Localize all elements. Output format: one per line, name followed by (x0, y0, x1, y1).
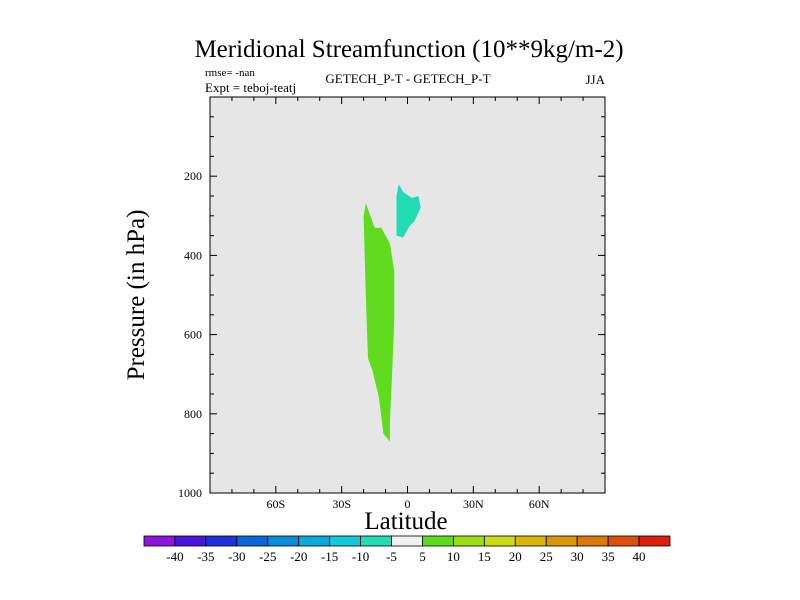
colorbar-swatch (453, 535, 485, 547)
x-tick-label: 60S (266, 497, 285, 511)
x-tick-label: 0 (405, 497, 411, 511)
expt-annotation: Expt = teboj-teatj (205, 80, 296, 95)
colorbar-label: 30 (571, 549, 584, 564)
colorbar-swatch (607, 535, 640, 547)
colorbar-swatch (514, 535, 547, 547)
y-tick-label: 800 (184, 407, 202, 421)
x-tick-label: 30N (463, 497, 484, 511)
negative-cell-region (396, 184, 421, 238)
positive-cell-region (363, 203, 395, 442)
x-axis-label: Latitude (364, 508, 447, 535)
colorbar-label: 5 (419, 549, 426, 564)
colorbar-label: -25 (259, 549, 276, 564)
x-tick-label: 30S (332, 497, 351, 511)
colorbar-label: -20 (290, 549, 307, 564)
colorbar-label: 25 (540, 549, 553, 564)
colorbar-swatch (143, 535, 176, 547)
colorbar-label: -35 (197, 549, 214, 564)
contour-regions (363, 184, 421, 442)
colorbar-swatch (391, 535, 423, 547)
axes: 60S 30S 0 30N 60N 200 400 600 800 1000 (178, 97, 605, 511)
y-tick-label: 400 (184, 248, 202, 262)
center-annotation: GETECH_P-T - GETECH_P-T (325, 71, 490, 86)
x-tick-label: 60N (529, 497, 550, 511)
colorbar-label: -10 (352, 549, 369, 564)
colorbar-label: 35 (602, 549, 615, 564)
colorbar-swatch (576, 535, 609, 547)
y-tick-label: 200 (184, 169, 202, 183)
colorbar-label: 10 (447, 549, 460, 564)
colorbar-swatch (236, 535, 269, 547)
plot-area (210, 97, 605, 493)
colorbar-swatch (545, 535, 578, 547)
colorbar: -40 -35 -30 -25 -20 -15 -10 -5 5 10 15 20 25 30 35 40 (143, 535, 671, 564)
colorbar-swatch (422, 535, 454, 547)
rmse-annotation: rmse= -nan (205, 67, 255, 79)
right-annotation: JJA (585, 72, 605, 87)
y-tick-label: 1000 (178, 486, 202, 500)
colorbar-label: -40 (166, 549, 183, 564)
colorbar-swatch (638, 535, 671, 547)
colorbar-label: -15 (321, 549, 338, 564)
y-tick-label: 600 (184, 328, 202, 342)
chart-title: Meridional Streamfunction (10**9kg/m-2) (194, 36, 623, 63)
colorbar-label: -5 (386, 549, 397, 564)
colorbar-label: -30 (228, 549, 245, 564)
colorbar-label: 15 (478, 549, 491, 564)
colorbar-swatch (267, 535, 300, 547)
y-axis-label: Pressure (in hPa) (123, 210, 150, 381)
colorbar-label: 40 (633, 549, 646, 564)
colorbar-swatch (298, 535, 331, 547)
colorbar-swatch (205, 535, 238, 547)
colorbar-label: 20 (509, 549, 522, 564)
colorbar-swatch (174, 535, 207, 547)
colorbar-swatch (483, 535, 516, 547)
colorbar-swatch (329, 535, 361, 547)
colorbar-swatch (360, 535, 392, 547)
